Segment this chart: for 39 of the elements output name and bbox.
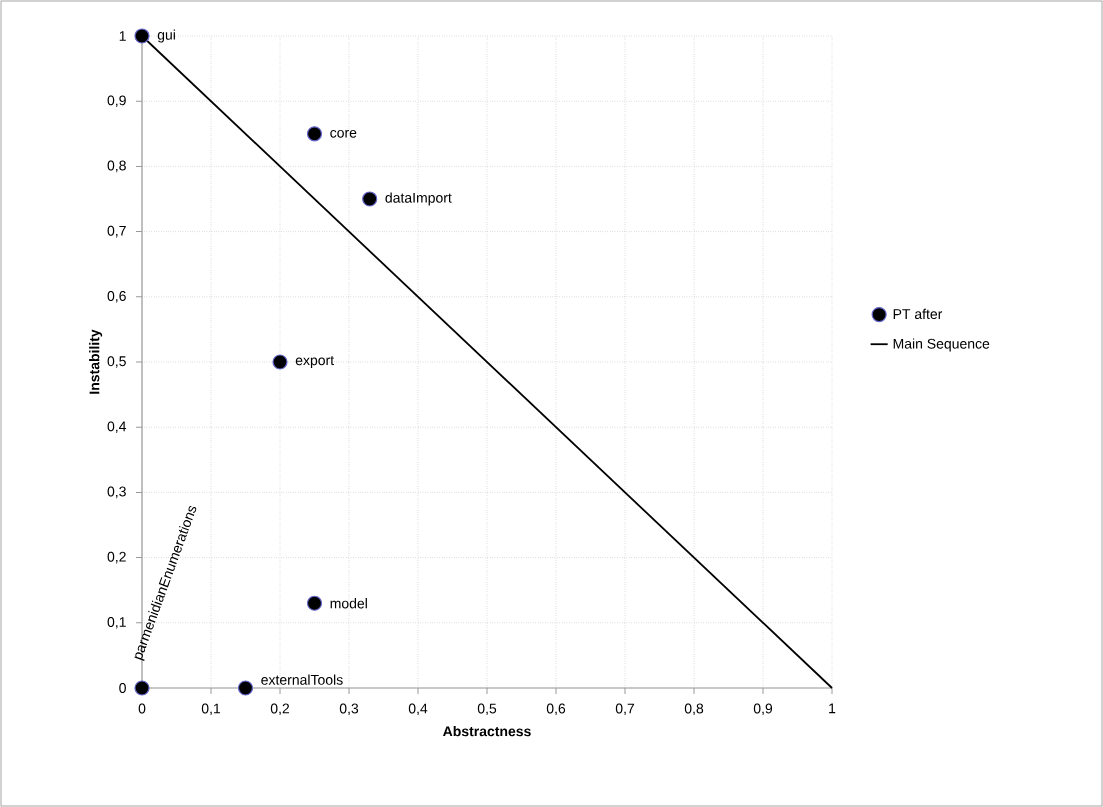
point [237, 680, 254, 696]
x-tick-label: 0,9 [753, 703, 773, 716]
y-tick-label: 0,6 [107, 291, 126, 303]
x-tick-label: 0,5 [477, 703, 497, 716]
x-tick-label: 0,2 [270, 703, 290, 716]
y-axis-title: Instability [89, 329, 103, 394]
annotation: dataImport [385, 192, 452, 206]
x-tick-label: 0,1 [201, 703, 221, 716]
x-axis-title: Abstractness [443, 725, 531, 737]
y-tick-label: 0,1 [107, 617, 126, 629]
annotation: core [330, 129, 357, 138]
y-tick-label: 0,8 [107, 160, 126, 173]
x-tick-label: 0,7 [615, 703, 635, 716]
x-tick-label: 0,3 [339, 703, 359, 716]
x-tick-label: 0,8 [684, 703, 704, 716]
y-tick-label: 1 [119, 31, 126, 41]
y-tick-label: 0,2 [107, 551, 126, 564]
annotation: model [330, 598, 367, 609]
point [134, 28, 150, 44]
annotation: gui [157, 29, 175, 43]
y-tick-label: 0,7 [107, 225, 126, 238]
annotation: export [295, 356, 335, 368]
point [306, 595, 323, 611]
point [306, 126, 323, 142]
x-tick-label: 0 [138, 703, 146, 714]
x-tick-label: 0,6 [546, 703, 566, 716]
y-tick-label: 0,3 [107, 486, 126, 499]
x-tick-label: 1 [829, 703, 836, 714]
y-tick-label: 0,4 [107, 421, 127, 433]
point [134, 680, 150, 696]
annotation: externalTools [261, 674, 343, 685]
point [362, 191, 378, 207]
legend-label: Main Sequence [893, 338, 990, 352]
y-tick-label: 0 [119, 683, 126, 693]
legend-label: PT after [893, 308, 943, 320]
y-tick-label: 0,5 [107, 356, 126, 368]
y-tick-label: 0,9 [107, 95, 126, 107]
point [272, 354, 288, 370]
x-tick-label: 0,4 [408, 703, 428, 716]
